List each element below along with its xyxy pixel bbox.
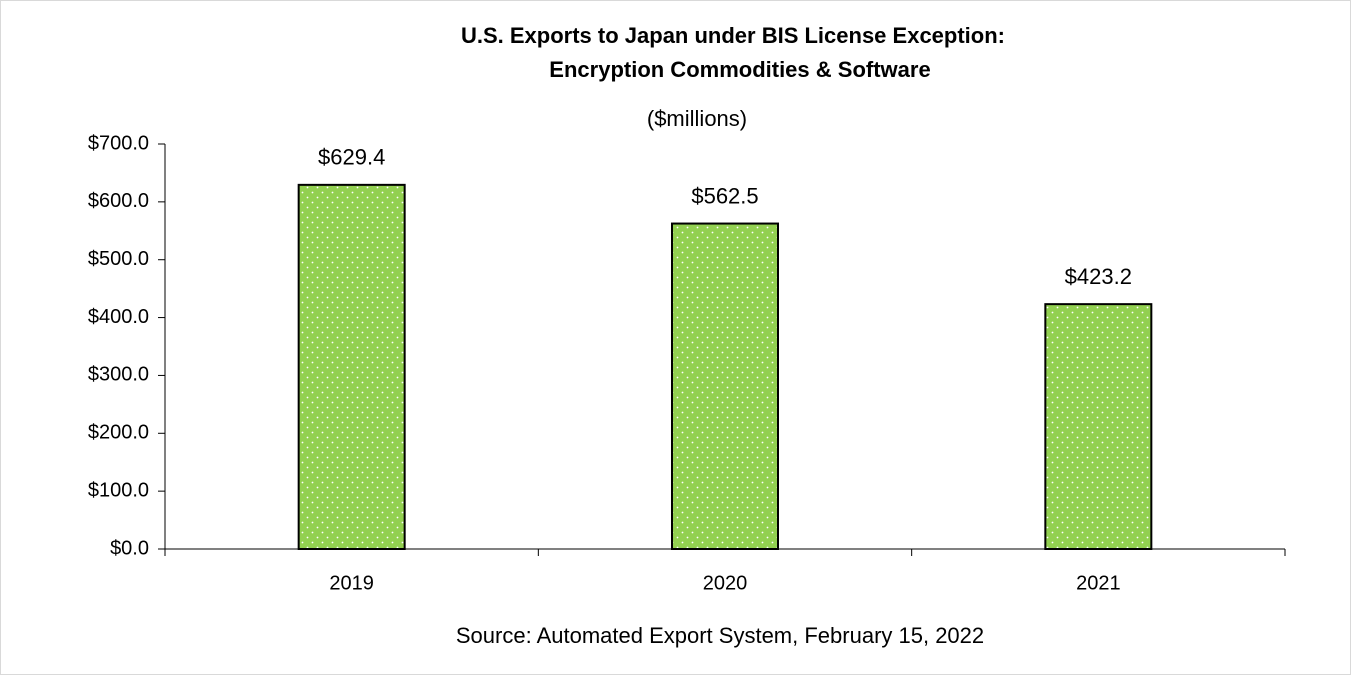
bar — [671, 222, 779, 551]
bar — [1044, 303, 1153, 550]
y-tick-label: $600.0 — [88, 190, 149, 212]
y-tick-label: $0.0 — [110, 537, 149, 559]
y-tick-label: $200.0 — [88, 422, 149, 444]
y-tick-label: $100.0 — [88, 479, 149, 501]
x-tick-label: 2019 — [329, 572, 374, 594]
x-tick-label: 2021 — [1076, 572, 1121, 594]
y-tick-label: $400.0 — [88, 306, 149, 328]
x-tick-label: 2020 — [703, 572, 748, 594]
chart-title: Encryption Commodities & Software — [549, 57, 930, 82]
y-tick-label: $500.0 — [88, 248, 149, 270]
chart-title: U.S. Exports to Japan under BIS License … — [461, 23, 1005, 48]
data-label: $629.4 — [318, 145, 385, 170]
bar — [297, 183, 406, 550]
y-tick-label: $700.0 — [88, 132, 149, 154]
chart-subtitle: ($millions) — [647, 106, 747, 131]
data-label: $423.2 — [1065, 264, 1132, 289]
source-note: Source: Automated Export System, Februar… — [456, 623, 984, 648]
y-tick-label: $300.0 — [88, 364, 149, 386]
data-label: $562.5 — [691, 183, 758, 208]
